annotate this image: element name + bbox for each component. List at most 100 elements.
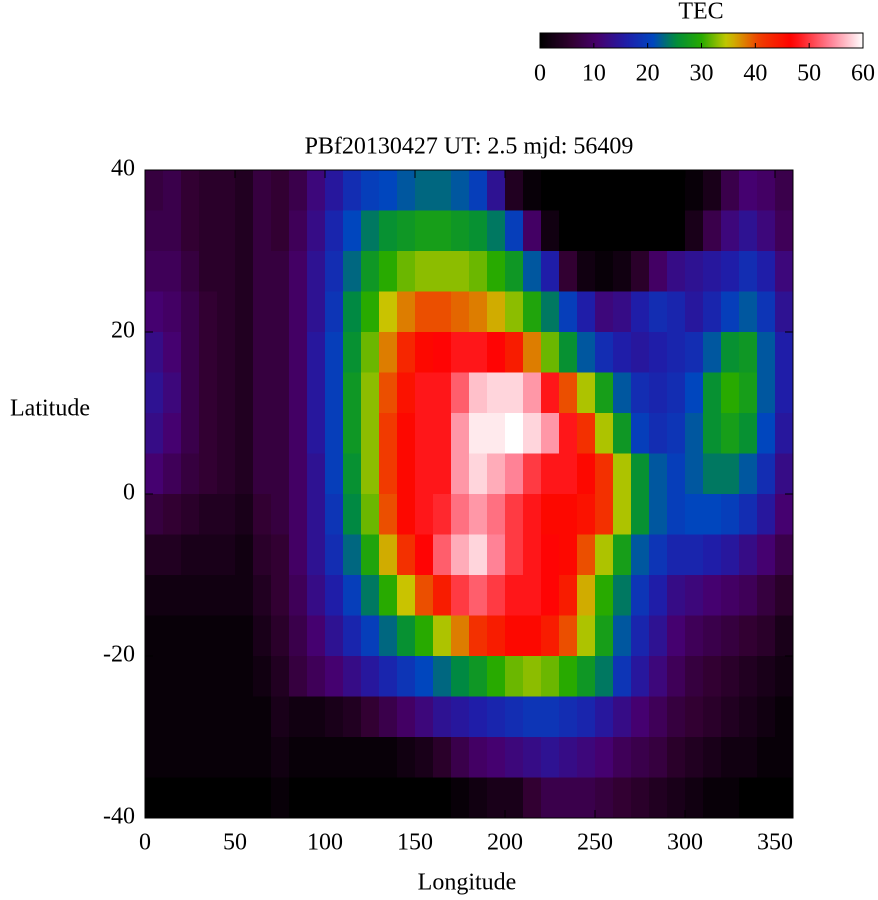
- heatmap-cell: [181, 615, 200, 657]
- heatmap-cell: [541, 251, 560, 292]
- heatmap-cell: [631, 413, 650, 454]
- heatmap-cell: [379, 413, 398, 454]
- y-tick-label: 0: [123, 480, 135, 506]
- heatmap-cell: [523, 777, 542, 819]
- heatmap-cell: [181, 494, 200, 535]
- heatmap-cell: [361, 332, 380, 373]
- x-tick-label: 350: [757, 830, 793, 856]
- heatmap-cell: [415, 656, 434, 697]
- heatmap-cell: [217, 291, 236, 333]
- heatmap-cell: [145, 251, 164, 292]
- heatmap-cell: [361, 251, 380, 292]
- heatmap-cell: [739, 696, 758, 738]
- heatmap-cell: [163, 615, 182, 657]
- heatmap-cell: [145, 656, 164, 697]
- heatmap-cell: [703, 534, 722, 576]
- heatmap-cell: [181, 291, 200, 333]
- heatmap-cell: [379, 656, 398, 697]
- heatmap-cell: [163, 332, 182, 373]
- heatmap-cell: [721, 656, 740, 697]
- heatmap-cell: [235, 210, 254, 252]
- heatmap-cell: [775, 575, 794, 616]
- heatmap-cell: [433, 413, 452, 454]
- heatmap-cell: [325, 291, 344, 333]
- heatmap-cell: [775, 696, 794, 738]
- heatmap-cell: [199, 534, 218, 576]
- heatmap-cell: [343, 453, 362, 495]
- heatmap-cell: [577, 453, 596, 495]
- heatmap-cell: [145, 534, 164, 576]
- heatmap-cell: [685, 372, 704, 414]
- heatmap-cell: [757, 291, 776, 333]
- heatmap-cell: [379, 737, 398, 778]
- heatmap-cell: [325, 170, 344, 211]
- heatmap-cell: [379, 696, 398, 738]
- heatmap-cell: [271, 372, 290, 414]
- heatmap-cell: [523, 332, 542, 373]
- heatmap-cell: [145, 291, 164, 333]
- heatmap-cell: [541, 291, 560, 333]
- x-tick-label: 50: [223, 830, 247, 856]
- heatmap-cell: [523, 291, 542, 333]
- heatmap-cell: [667, 332, 686, 373]
- heatmap-cell: [613, 615, 632, 657]
- heatmap-cell: [757, 615, 776, 657]
- heatmap-cell: [487, 575, 506, 616]
- heatmap-cell: [199, 494, 218, 535]
- heatmap-cell: [271, 332, 290, 373]
- heatmap-cell: [469, 575, 488, 616]
- heatmap-cell: [613, 170, 632, 211]
- heatmap-cell: [487, 737, 506, 778]
- heatmap-cell: [397, 656, 416, 697]
- heatmap-cell: [253, 170, 272, 211]
- heatmap-cell: [163, 777, 182, 819]
- heatmap-cell: [577, 656, 596, 697]
- heatmap-cell: [199, 696, 218, 738]
- y-tick-label: 20: [111, 318, 135, 344]
- heatmap-cell: [145, 737, 164, 778]
- heatmap-cell: [145, 494, 164, 535]
- heatmap-cell: [577, 737, 596, 778]
- heatmap-cell: [775, 453, 794, 495]
- heatmap-cell: [757, 413, 776, 454]
- heatmap-cell: [523, 696, 542, 738]
- heatmap-cell: [343, 575, 362, 616]
- heatmap-cell: [469, 534, 488, 576]
- heatmap-cell: [271, 656, 290, 697]
- heatmap-cell: [505, 170, 524, 211]
- heatmap-cell: [541, 575, 560, 616]
- heatmap-cell: [469, 251, 488, 292]
- heatmap-cell: [703, 575, 722, 616]
- heatmap-cell: [649, 696, 668, 738]
- heatmap-cell: [325, 453, 344, 495]
- y-tick-label: -20: [103, 642, 135, 668]
- heatmap-cell: [667, 453, 686, 495]
- heatmap-cell: [469, 777, 488, 819]
- heatmap-cell: [649, 170, 668, 211]
- heatmap-cell: [415, 615, 434, 657]
- heatmap-cell: [343, 210, 362, 252]
- heatmap-cell: [577, 575, 596, 616]
- heatmap-cell: [433, 737, 452, 778]
- heatmap-cell: [577, 534, 596, 576]
- heatmap-cell: [163, 170, 182, 211]
- heatmap-cell: [217, 251, 236, 292]
- heatmap-cell: [199, 777, 218, 819]
- heatmap-cell: [595, 251, 614, 292]
- heatmap-cell: [631, 170, 650, 211]
- heatmap-cell: [235, 372, 254, 414]
- heatmap-cell: [505, 453, 524, 495]
- heatmap-cell: [397, 777, 416, 819]
- heatmap-cell: [685, 777, 704, 819]
- heatmap-cell: [181, 210, 200, 252]
- heatmap-cell: [397, 534, 416, 576]
- heatmap-cell: [235, 777, 254, 819]
- heatmap-cell: [595, 210, 614, 252]
- heatmap-cell: [775, 291, 794, 333]
- heatmap-cell: [721, 210, 740, 252]
- heatmap-cell: [541, 777, 560, 819]
- heatmap-cell: [685, 696, 704, 738]
- heatmap-cell: [289, 494, 308, 535]
- heatmap-cell: [739, 737, 758, 778]
- heatmap-cell: [685, 453, 704, 495]
